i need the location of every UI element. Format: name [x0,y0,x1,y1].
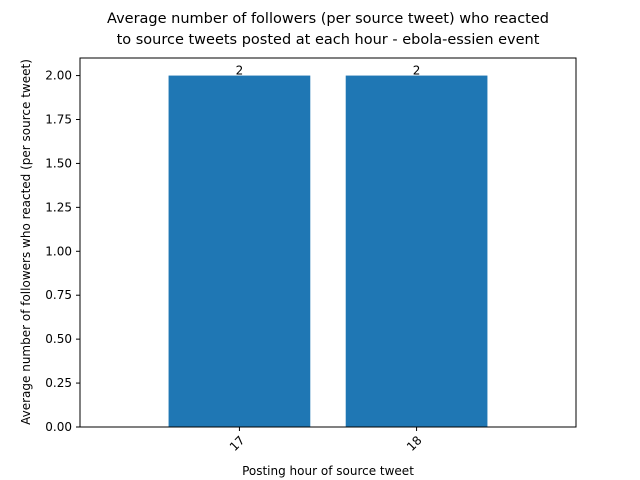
y-tick-label: 1.75 [45,113,72,127]
plot-frame [79,57,577,428]
y-tick-label: 1.25 [45,200,72,214]
bars-group [168,75,488,428]
x-tick-label-17: 17 [227,433,248,454]
bar-value-label-17: 2 [236,64,244,78]
bar-18 [345,75,488,428]
y-tick-label: 0.00 [45,420,72,434]
x-tick-label-18: 18 [404,433,425,454]
y-tick-label: 0.25 [45,376,72,390]
x-axis-label: Posting hour of source tweet [242,464,414,478]
y-tick-label: 0.75 [45,288,72,302]
bar-17 [168,75,311,428]
bar-value-label-18: 2 [413,64,421,78]
y-axis: 0.00 0.25 0.50 0.75 1.00 1.25 1.50 1.75 2.00 [45,69,80,434]
y-tick-label: 1.00 [45,244,72,258]
chart-title-line-1: Average number of followers (per source … [107,11,549,27]
chart-title-line-2: to source tweets posted at each hour - e… [117,32,540,48]
y-tick-label: 1.50 [45,156,72,170]
y-axis-label: Average number of followers who reacted … [19,59,33,425]
y-tick-label: 0.50 [45,332,72,346]
x-axis: 17 18 [227,427,425,454]
y-tick-label: 2.00 [45,69,72,83]
